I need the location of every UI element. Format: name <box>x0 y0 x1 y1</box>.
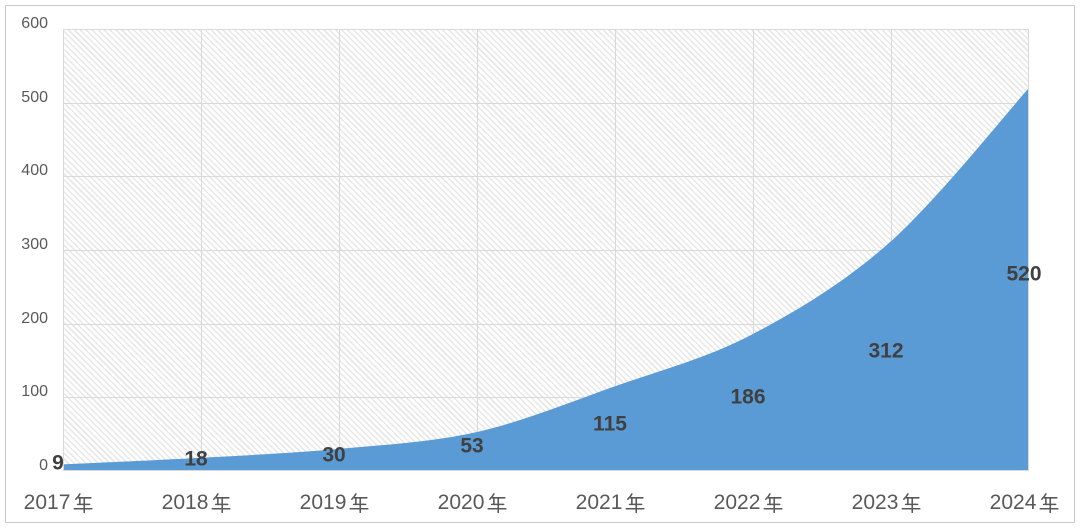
x-axis-year-number: 2017 <box>23 491 71 514</box>
area-series <box>63 87 1029 471</box>
data-label: 186 <box>730 385 766 409</box>
x-axis-category-label: 2020 <box>438 490 507 515</box>
x-axis-category-label: 2017 <box>24 490 93 515</box>
chart-frame: 0 100 200 300 400 500 600 9 18 30 53 115 186 312 520 … <box>5 5 1075 523</box>
data-label: 115 <box>593 412 627 436</box>
x-axis-year-number: 2021 <box>575 491 623 514</box>
x-axis-year-number: 2023 <box>851 491 899 514</box>
y-axis-tick-label: 100 <box>21 383 48 401</box>
data-label: 520 <box>1006 262 1042 286</box>
year-character-glyph <box>73 493 93 513</box>
x-axis-year-number: 2020 <box>437 491 485 514</box>
chart-svg <box>63 29 1029 471</box>
x-axis-category-label: 2024 <box>990 490 1059 515</box>
y-axis-tick-label: 400 <box>21 162 48 180</box>
x-axis-year-number: 2018 <box>161 491 209 514</box>
x-axis-year-number: 2019 <box>299 491 347 514</box>
plot-area <box>63 29 1029 471</box>
x-axis-year-number: 2024 <box>989 491 1037 514</box>
y-axis-tick-label: 500 <box>21 88 48 106</box>
y-axis-tick-label: 600 <box>21 15 48 32</box>
year-character-glyph <box>763 493 783 513</box>
year-character-glyph <box>487 493 507 513</box>
x-axis-year-number: 2022 <box>713 491 761 514</box>
data-label: 18 <box>184 447 208 471</box>
y-axis-tick-label: 200 <box>21 309 48 327</box>
year-character-glyph <box>349 493 369 513</box>
x-axis-category-label: 2023 <box>852 490 921 515</box>
data-label: 9 <box>52 451 64 475</box>
year-character-glyph <box>1039 493 1059 513</box>
data-label: 30 <box>322 443 346 467</box>
data-label: 53 <box>460 434 484 458</box>
year-character-glyph <box>901 493 921 513</box>
x-axis-category-label: 2018 <box>162 490 231 515</box>
year-character-glyph <box>625 493 645 513</box>
y-axis-tick-label: 300 <box>21 236 48 253</box>
x-axis-category-label: 2022 <box>714 490 783 515</box>
y-axis-tick-label: 0 <box>39 457 48 474</box>
x-axis-category-label: 2019 <box>300 490 369 515</box>
plot-border <box>63 29 1029 471</box>
year-character-glyph <box>211 493 231 513</box>
data-label: 312 <box>868 339 904 363</box>
x-axis-category-label: 2021 <box>576 490 645 515</box>
